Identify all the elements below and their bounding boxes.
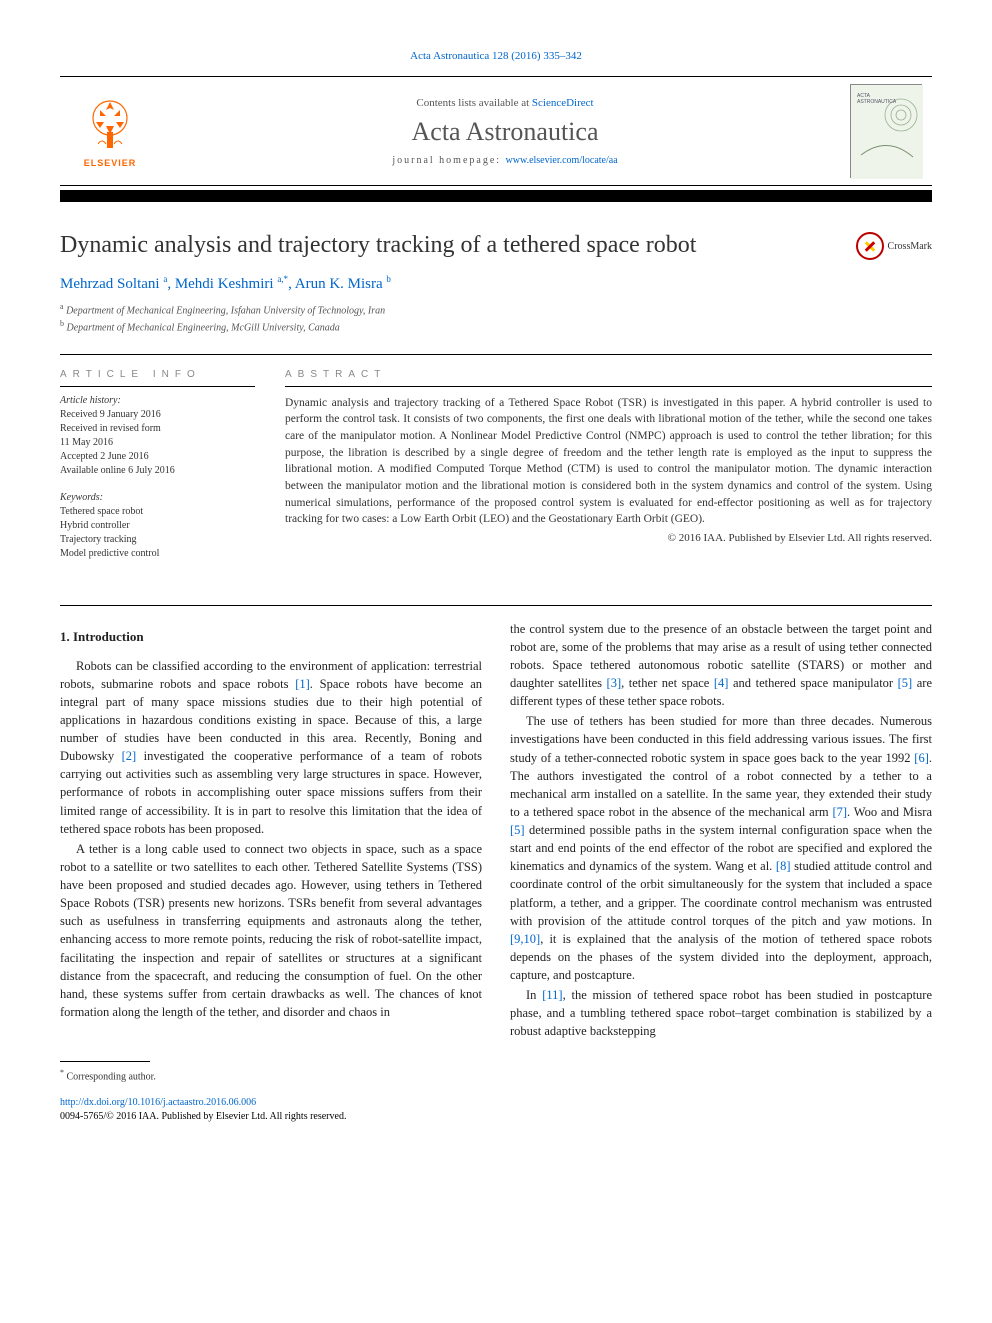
doi-link[interactable]: http://dx.doi.org/10.1016/j.actaastro.20… — [60, 1097, 256, 1108]
history-label: Article history: — [60, 395, 255, 406]
article-info-column: ARTICLE INFO Article history: Received 9… — [60, 369, 255, 575]
abstract-column: ABSTRACT Dynamic analysis and trajectory… — [285, 369, 932, 575]
homepage-link[interactable]: www.elsevier.com/locate/aa — [506, 155, 618, 166]
doi-block: http://dx.doi.org/10.1016/j.actaastro.20… — [60, 1096, 932, 1124]
affiliations: a Department of Mechanical Engineering, … — [60, 301, 932, 336]
footnote-text: Corresponding author. — [67, 1071, 156, 1082]
paragraph: Robots can be classified according to th… — [60, 657, 482, 838]
footnote-rule — [60, 1061, 150, 1062]
crossmark-icon — [856, 232, 884, 260]
homepage-prefix: journal homepage: — [392, 155, 505, 166]
abstract-text: Dynamic analysis and trajectory tracking… — [285, 395, 932, 528]
journal-cover-thumbnail: ACTA ASTRONAUTICA — [850, 84, 922, 178]
article-info-heading: ARTICLE INFO — [60, 369, 255, 380]
abstract-copyright: © 2016 IAA. Published by Elsevier Ltd. A… — [285, 532, 932, 544]
keywords-text: Tethered space robotHybrid controllerTra… — [60, 505, 255, 561]
journal-homepage-line: journal homepage: www.elsevier.com/locat… — [160, 155, 850, 166]
abstract-rule — [285, 386, 932, 387]
elsevier-tree-icon — [80, 94, 140, 154]
crossmark-label: CrossMark — [888, 241, 932, 252]
svg-text:ASTRONAUTICA: ASTRONAUTICA — [857, 99, 897, 105]
header-divider-bar — [60, 190, 932, 202]
journal-name: Acta Astronautica — [160, 117, 850, 147]
paragraph: A tether is a long cable used to connect… — [60, 840, 482, 1021]
elsevier-logo: ELSEVIER — [70, 86, 150, 176]
paragraph: The use of tethers has been studied for … — [510, 712, 932, 984]
history-text: Received 9 January 2016Received in revis… — [60, 408, 255, 478]
contents-prefix: Contents lists available at — [416, 97, 531, 109]
body-separator — [60, 605, 932, 606]
paragraph: In [11], the mission of tethered space r… — [510, 986, 932, 1040]
journal-header: ELSEVIER Contents lists available at Sci… — [60, 76, 932, 186]
contents-available-line: Contents lists available at ScienceDirec… — [160, 97, 850, 109]
section-1-heading: 1. Introduction — [60, 628, 482, 647]
paragraph: the control system due to the presence o… — [510, 620, 932, 711]
article-title: Dynamic analysis and trajectory tracking… — [60, 232, 856, 259]
corresponding-author-footnote: * Corresponding author. — [60, 1068, 932, 1082]
body-text: 1. Introduction Robots can be classified… — [60, 620, 932, 1041]
sciencedirect-link[interactable]: ScienceDirect — [532, 97, 594, 109]
crossmark-badge[interactable]: CrossMark — [856, 232, 932, 260]
abstract-heading: ABSTRACT — [285, 369, 932, 380]
keywords-label: Keywords: — [60, 492, 255, 503]
citation-line: Acta Astronautica 128 (2016) 335–342 — [60, 50, 932, 62]
author-list: Mehrzad Soltani a, Mehdi Keshmiri a,*, A… — [60, 274, 932, 293]
publisher-name: ELSEVIER — [84, 158, 137, 168]
issn-copyright: 0094-5765/© 2016 IAA. Published by Elsev… — [60, 1111, 346, 1122]
info-rule — [60, 386, 255, 387]
author-separator — [60, 354, 932, 355]
